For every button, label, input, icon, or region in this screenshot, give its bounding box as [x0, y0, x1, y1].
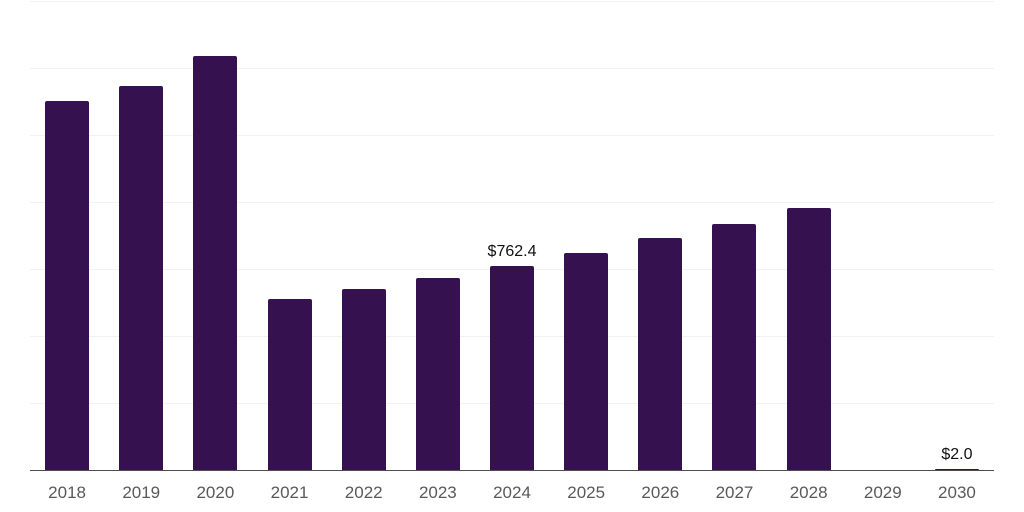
x-tick-2028: 2028	[789, 483, 828, 502]
bar-2028	[786, 207, 831, 470]
bar-2019	[119, 85, 164, 470]
x-tick-2022: 2022	[344, 483, 383, 502]
bar-2018	[45, 100, 90, 470]
bar-slot-2023	[401, 1, 475, 470]
x-tick-2030: 2030	[938, 483, 976, 502]
bar-slot-2029	[846, 1, 920, 470]
bar-2025	[564, 252, 609, 470]
bar-slot-2019	[104, 1, 178, 470]
x-tick-2025: 2025	[567, 483, 606, 502]
bar-2023	[415, 277, 460, 470]
bar-slot-2025	[549, 1, 623, 470]
bar-2020	[193, 56, 238, 470]
bar-slot-2022	[327, 1, 401, 470]
x-tick-2023: 2023	[418, 483, 457, 502]
plot-area: $762.4 $2.0	[30, 1, 994, 471]
x-tick-2020: 2020	[196, 483, 235, 502]
x-tick-2026: 2026	[641, 483, 680, 502]
x-tick-2024: 2024	[493, 483, 531, 502]
x-tick-2018: 2018	[48, 483, 86, 502]
x-axis-line	[30, 469, 994, 471]
bar-slot-2024: $762.4	[475, 1, 549, 470]
bar-2022	[341, 288, 386, 470]
bar-slot-2030: $2.0	[920, 1, 994, 470]
bar-2026	[638, 237, 683, 470]
bar-2021	[267, 299, 312, 470]
gridline	[30, 135, 994, 136]
x-tick-2019: 2019	[122, 483, 161, 502]
x-tick-2027: 2027	[715, 483, 754, 502]
bar-slot-2027	[697, 1, 771, 470]
x-axis-labels: 2018 2019 2020 2021 2022 2023 2024 2025 2026 2027…	[30, 483, 994, 503]
data-label-2030: $2.0	[941, 446, 973, 464]
bar-slot-2018	[30, 1, 104, 470]
gridline	[30, 1, 994, 2]
gridline	[30, 68, 994, 69]
bar-slot-2020	[178, 1, 252, 470]
bar-slot-2026	[623, 1, 697, 470]
bar-2024	[490, 265, 535, 470]
x-tick-2029: 2029	[863, 483, 902, 502]
bar-slot-2021	[252, 1, 326, 470]
x-tick-2021: 2021	[270, 483, 309, 502]
gridline	[30, 202, 994, 203]
bar-slot-2028	[772, 1, 846, 470]
data-label-2024: $762.4	[487, 242, 537, 260]
bar-2027	[712, 223, 757, 470]
bars-row: $762.4 $2.0	[30, 1, 994, 470]
